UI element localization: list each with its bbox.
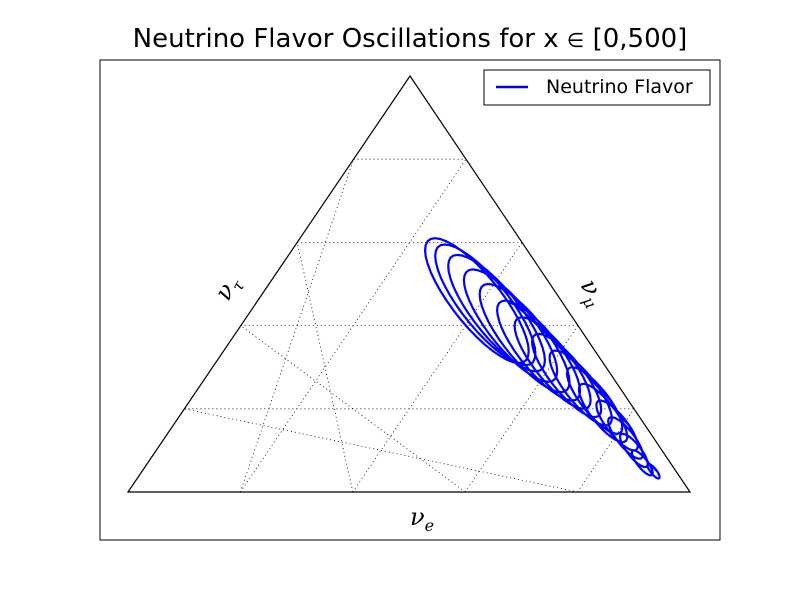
grid-line [240, 159, 354, 493]
axis-label-nu-e: νe [410, 503, 434, 535]
grid-line [464, 325, 579, 493]
ternary-grid [184, 158, 635, 493]
neutrino-flavor-series-line [424, 237, 661, 480]
axis-label-nu-tau: ντ [209, 270, 249, 307]
legend-label-neutrino-flavor: Neutrino Flavor [546, 76, 693, 98]
grid-line [240, 325, 466, 493]
grid-line [184, 408, 578, 493]
ternary-triangle [126, 74, 692, 493]
plot-frame [99, 59, 721, 541]
chart-title: Neutrino Flavor Oscillations for x ∈ [0,… [132, 24, 688, 54]
grid-line [296, 242, 354, 493]
legend: Neutrino Flavor [483, 69, 711, 106]
grid-line [577, 408, 635, 493]
axis-label-nu-mu: νμ [571, 274, 611, 312]
